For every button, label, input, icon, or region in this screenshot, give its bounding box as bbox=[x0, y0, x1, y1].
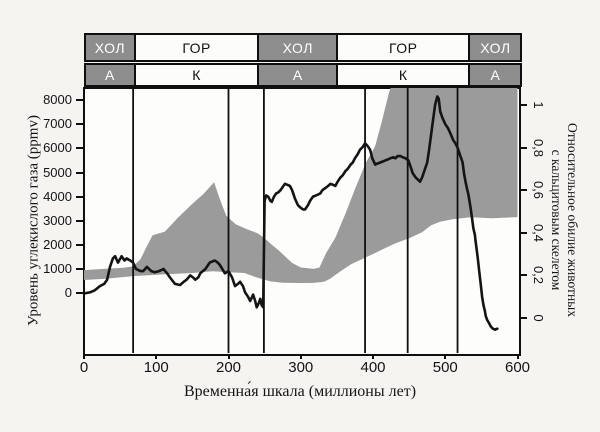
co2-band-area bbox=[84, 88, 518, 283]
x-tick-label: 500 bbox=[432, 359, 458, 376]
left-tick bbox=[76, 267, 84, 270]
x-tick-label: 100 bbox=[143, 359, 169, 376]
bar-cell-climate-4: ХОЛ bbox=[468, 33, 523, 62]
right-axis-title-line2: с кальцитовым скелетом bbox=[549, 149, 564, 291]
left-tick-label: 1000 bbox=[43, 260, 72, 276]
bar-cell-sea-chemistry-3: К bbox=[336, 63, 471, 87]
left-tick-label: 2000 bbox=[43, 236, 72, 252]
bar-cell-climate-0: ХОЛ bbox=[84, 33, 136, 62]
x-tick-label: 200 bbox=[215, 359, 242, 376]
x-tick-label: 400 bbox=[360, 359, 386, 376]
left-tick bbox=[76, 147, 84, 150]
left-tick bbox=[76, 219, 84, 222]
left-tick-label: 8000 bbox=[43, 92, 72, 108]
bar-row-climate: ХОЛ ГОР ХОЛ ГОР ХОЛ bbox=[84, 33, 524, 62]
x-tick bbox=[155, 354, 158, 359]
right-tick bbox=[518, 231, 527, 234]
x-tick bbox=[516, 354, 519, 359]
bar-cell-climate-2: ХОЛ bbox=[257, 33, 339, 62]
bar-cell-climate-3: ГОР bbox=[336, 33, 471, 62]
climate-and-sea-bars: ХОЛ ГОР ХОЛ ГОР ХОЛ А К А К А bbox=[84, 33, 524, 87]
left-tick bbox=[76, 171, 84, 174]
bar-cell-sea-chemistry-0: А bbox=[84, 63, 136, 87]
right-tick bbox=[518, 146, 527, 149]
left-axis-title: Уровень углекислого газа (ppmv) bbox=[25, 115, 42, 326]
left-tick bbox=[76, 243, 84, 246]
right-tick bbox=[518, 189, 527, 192]
bar-cell-climate-1: ГОР bbox=[133, 33, 260, 62]
left-tick-label: 3000 bbox=[43, 212, 72, 228]
x-tick-label: 300 bbox=[288, 359, 314, 376]
left-tick bbox=[76, 123, 84, 126]
left-tick bbox=[76, 99, 84, 102]
left-tick-label: 5000 bbox=[43, 164, 72, 180]
abundance-line bbox=[84, 95, 499, 331]
right-tick-label: 0 bbox=[531, 314, 546, 322]
right-tick-label: 0,4 bbox=[531, 223, 546, 242]
left-tick bbox=[76, 195, 84, 198]
left-tick-label: 4000 bbox=[43, 188, 72, 204]
right-tick bbox=[518, 104, 527, 106]
x-tick-label: 600 bbox=[504, 359, 531, 376]
right-axis-title-line1: Относительное обилие животных bbox=[565, 123, 580, 317]
left-tick-label: 0 bbox=[64, 285, 72, 300]
x-tick bbox=[372, 354, 374, 359]
x-tick bbox=[299, 354, 302, 359]
x-tick bbox=[227, 354, 230, 359]
x-axis-title: Временна́я шкала (миллионы лет) bbox=[183, 383, 417, 400]
x-tick-label: 0 bbox=[79, 359, 89, 376]
right-tick bbox=[518, 274, 527, 277]
right-axis-title: Относительное обилие животных с кальцито… bbox=[548, 91, 580, 349]
right-tick-label: 0,2 bbox=[531, 266, 546, 285]
bar-cell-sea-chemistry-2: А bbox=[257, 63, 339, 87]
right-tick-label: 0,8 bbox=[531, 138, 546, 157]
left-tick-label: 6000 bbox=[43, 140, 72, 156]
x-tick bbox=[444, 354, 447, 359]
right-tick-label: 0,6 bbox=[531, 181, 546, 200]
right-tick bbox=[518, 317, 527, 319]
bar-cell-sea-chemistry-4: А bbox=[468, 63, 523, 87]
bar-cell-sea-chemistry-1: К bbox=[133, 63, 260, 87]
left-tick-label: 7000 bbox=[43, 116, 72, 132]
right-tick-label: 1 bbox=[531, 101, 546, 109]
left-tick bbox=[76, 292, 84, 294]
x-tick bbox=[83, 354, 85, 359]
chart-svg bbox=[84, 88, 518, 353]
